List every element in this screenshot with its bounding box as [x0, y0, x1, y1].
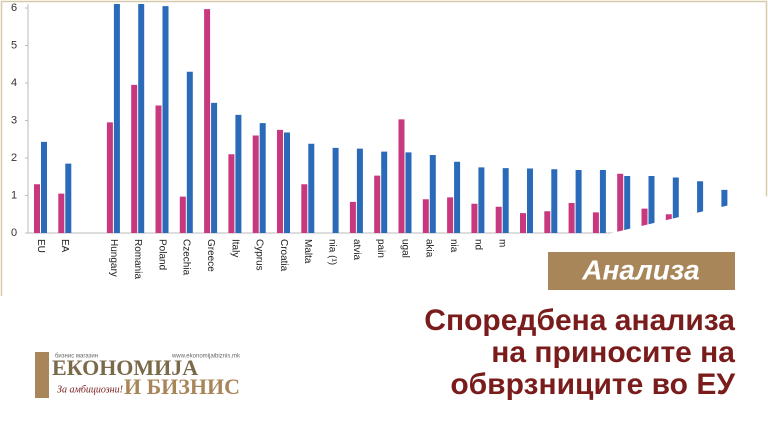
bar: [599, 170, 606, 233]
headline: на приносите на: [491, 336, 735, 369]
x-tick-label: EU: [35, 239, 46, 253]
x-tick-label: Romania: [132, 239, 143, 279]
x-tick-label: Italy: [229, 239, 240, 257]
x-tick-label: ugal: [399, 239, 410, 258]
logo-slogan: За амбициозни!: [57, 384, 123, 395]
bar: [478, 167, 485, 233]
bar: [106, 122, 113, 233]
bar: [34, 184, 40, 233]
bar: [277, 129, 283, 233]
x-tick-label: nd: [472, 239, 483, 250]
bar: [155, 105, 162, 233]
x-tick-label: nia: [448, 239, 459, 253]
y-tick-label: 1: [11, 189, 17, 201]
y-tick-label: 2: [11, 152, 17, 164]
bar: [301, 184, 308, 233]
logo-small: бизнис магазин: [55, 354, 98, 360]
banner: Анализа: [581, 254, 699, 285]
logo-mark: [35, 352, 49, 398]
x-tick-label: Poland: [156, 239, 167, 270]
y-tick-label: 0: [11, 227, 17, 239]
bar: [186, 71, 193, 233]
bar: [332, 147, 339, 233]
bar: [520, 213, 526, 233]
bar: [447, 197, 454, 233]
headline: Споредбена анализа: [424, 304, 735, 337]
bar: [592, 212, 599, 233]
logo: бизнис магазин www.ekonomijaibiznis.mk Е…: [35, 352, 241, 399]
bar: [228, 154, 235, 233]
bar: [374, 175, 381, 233]
y-tick-label: 3: [11, 114, 17, 126]
bar: [398, 119, 405, 233]
x-tick-label: Malta: [302, 239, 313, 264]
logo-url: www.ekonomijaibiznis.mk: [171, 354, 241, 360]
x-tick-label: Cyprus: [254, 239, 265, 271]
bar: [648, 176, 655, 233]
bar: [349, 201, 356, 233]
y-tick-label: 6: [11, 2, 17, 14]
bar: [454, 161, 461, 233]
bar: [405, 152, 412, 233]
x-tick-label: Greece: [205, 239, 216, 272]
bar: [551, 169, 558, 233]
x-tick-label: EA: [59, 239, 70, 253]
bar: [204, 9, 211, 233]
x-tick-label: Hungary: [108, 239, 119, 277]
bar: [58, 193, 65, 233]
bar: [162, 6, 169, 233]
bar: [252, 135, 259, 233]
x-tick-label: Czechia: [181, 239, 192, 276]
bar: [471, 203, 478, 233]
bar: [422, 199, 429, 233]
bar: [502, 168, 509, 233]
logo-line2: И БИЗНИС: [124, 374, 240, 399]
x-tick-label: akia: [424, 239, 435, 258]
bar: [381, 151, 388, 233]
bar: [641, 208, 648, 233]
bar: [113, 4, 120, 233]
bar: [65, 163, 72, 233]
bar: [672, 177, 679, 233]
bar: [624, 176, 631, 233]
x-tick-label: pain: [375, 239, 386, 258]
bar: [211, 102, 218, 233]
bar: [568, 203, 575, 233]
bar: [544, 211, 551, 233]
banner-box: [548, 252, 735, 290]
bar: [308, 143, 315, 233]
x-tick-label: m: [497, 239, 508, 247]
x-tick-label: atvia: [351, 239, 362, 261]
bar: [697, 181, 704, 233]
bar: [131, 84, 138, 233]
bar: [527, 168, 533, 233]
bar: [495, 206, 502, 233]
bar: [617, 173, 624, 233]
bar: [284, 132, 290, 233]
y-tick-label: 4: [11, 77, 17, 89]
bar: [41, 141, 47, 233]
bar: [138, 4, 145, 233]
x-tick-label: Croatia: [278, 239, 289, 272]
bar: [179, 196, 186, 233]
bar: [259, 123, 266, 233]
y-tick-label: 5: [11, 39, 17, 51]
bar: [356, 148, 363, 233]
category-labels: EU EA Hungary Romania Poland Czechia Greece Ita…: [35, 239, 508, 279]
bar: [235, 114, 242, 233]
headline: обврзниците во ЕУ: [450, 368, 735, 401]
bar: [575, 170, 582, 233]
chart: [25, 4, 768, 234]
x-tick-label: nia (¹): [326, 239, 337, 265]
logo-line1: ЕКОНОМИЈА: [52, 355, 198, 380]
bar: [429, 155, 436, 233]
